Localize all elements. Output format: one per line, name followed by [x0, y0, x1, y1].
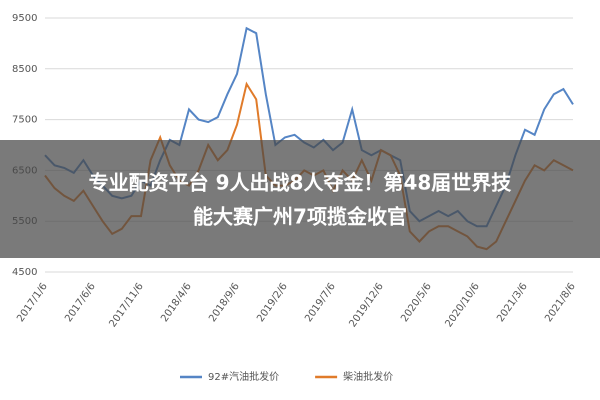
y-tick-label: 8500	[12, 64, 37, 75]
y-tick-label: 7500	[12, 115, 37, 126]
banner-text: 专业配资平台 9人出战8人夺金！第48届世界技	[89, 171, 513, 195]
banner-background	[0, 140, 600, 258]
banner-text: 能大赛广州7项揽金收官	[193, 205, 407, 229]
legend-label: 柴油批发价	[343, 370, 393, 383]
y-tick-label: 4500	[12, 267, 37, 278]
y-tick-label: 9500	[12, 13, 37, 24]
legend-label: 92#汽油批发价	[208, 370, 279, 383]
